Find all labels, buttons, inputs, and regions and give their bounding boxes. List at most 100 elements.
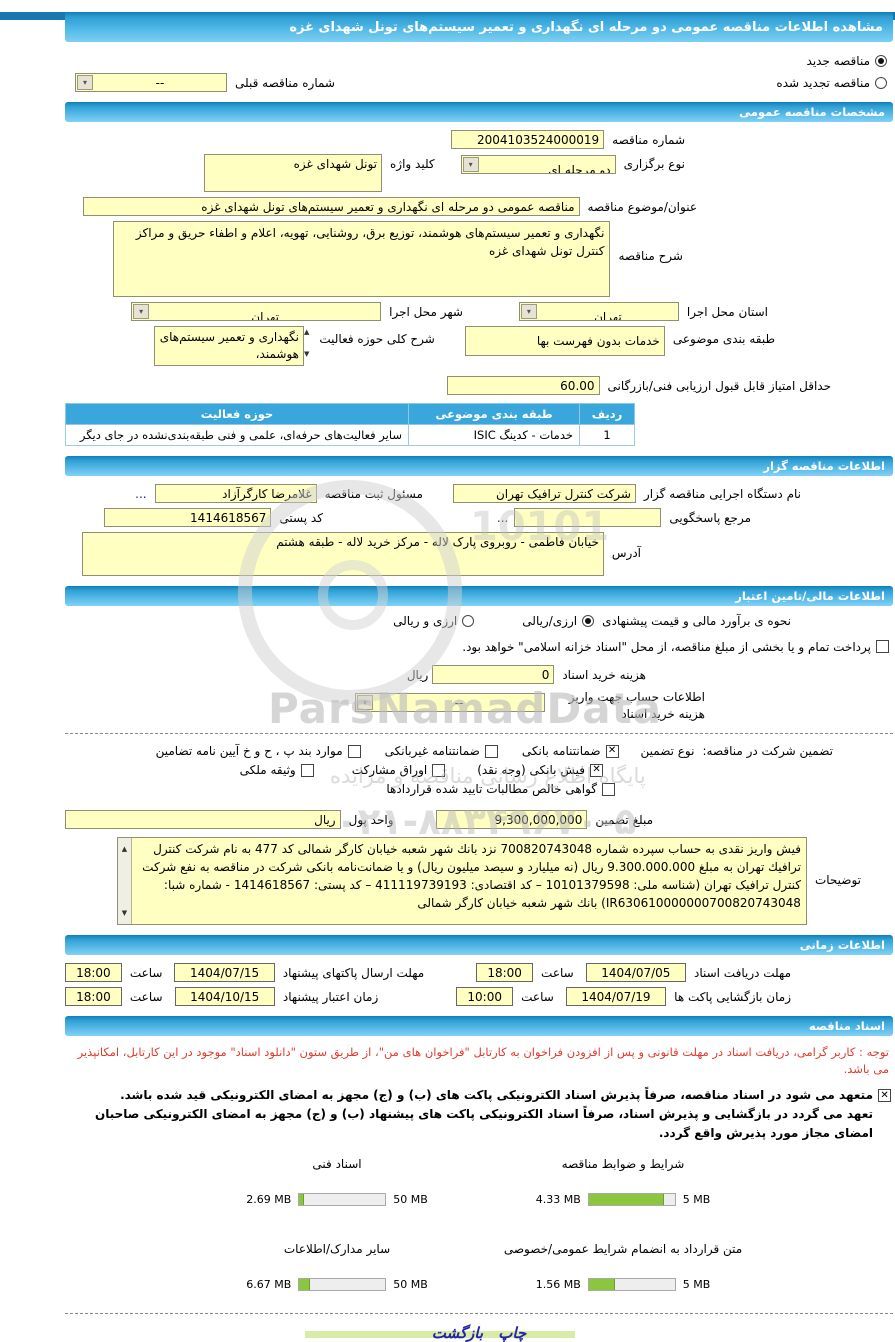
min-score-field[interactable]: 60.00 xyxy=(446,376,600,395)
bank-guarantee-checkbox[interactable] xyxy=(605,744,619,758)
tender-title-field[interactable]: مناقصه عمومی دو مرحله ای نگهداری و تعمیر… xyxy=(82,197,580,216)
net-claims-certificate-label: گواهی خالص مطالبات تایید شده قراردادها xyxy=(386,782,597,796)
city-select[interactable]: تهران ▾ xyxy=(131,302,382,321)
document-receive-date-field[interactable]: 1404/07/05 xyxy=(585,963,686,982)
textarea-scrollbar[interactable]: ▲ ▼ xyxy=(117,838,132,924)
file-size: 4.33 MB xyxy=(535,1193,581,1206)
scroll-down-icon[interactable]: ▼ xyxy=(303,350,310,358)
file-item-contract: متن قرارداد به انضمام شرایط عمومی/خصوصی … xyxy=(493,1242,753,1291)
dropdown-arrow-icon[interactable]: ▾ xyxy=(133,304,150,319)
registrar-field[interactable]: غلامرضا کارگرآزاد xyxy=(154,484,317,503)
bank-receipt-checkbox[interactable] xyxy=(590,763,603,777)
holding-type-select[interactable]: دو مرحله ای ▾ xyxy=(460,155,616,174)
file-size: 1.56 MB xyxy=(535,1278,581,1291)
documents-download-note: توجه : کاربر گرامی، دریافت اسناد در مهلت… xyxy=(77,1045,889,1076)
deposit-account-label: اطلاعات حساب جهت واریز هزینه خرید اسناد xyxy=(568,690,705,721)
dropdown-arrow-icon[interactable]: ▾ xyxy=(77,75,93,90)
listbox-scroll-arrows[interactable]: ▲ ▼ xyxy=(304,326,309,360)
response-reference-field[interactable] xyxy=(514,508,662,527)
treasury-documents-note: پرداخت تمام و یا بخشی از مبلغ مناقصه، از… xyxy=(462,640,871,654)
treasury-documents-checkbox[interactable] xyxy=(876,640,889,653)
participation-bonds-label: اوراق مشارکت xyxy=(351,763,428,777)
proposal-submit-deadline-label: مهلت ارسال پاکتهای پیشنهاد xyxy=(282,965,425,980)
previous-tender-number-select[interactable]: -- ▾ xyxy=(75,73,227,92)
address-field[interactable]: خیابان فاطمی - روبروی پارک لاله - مرکز خ… xyxy=(81,532,604,576)
scroll-up-icon[interactable]: ▲ xyxy=(303,328,310,336)
hour-label: ساعت xyxy=(129,989,163,1004)
response-reference-more[interactable]: ... xyxy=(496,510,509,525)
holding-type-label: نوع برگزاری xyxy=(623,157,685,171)
subject-category-field[interactable]: خدمات بدون فهرست بها xyxy=(464,326,665,356)
file-item-technical: اسناد فنی 2.69 MB 50 MB xyxy=(207,1157,467,1206)
nonbank-guarantee-checkbox[interactable] xyxy=(484,744,498,758)
renewed-tender-radio[interactable] xyxy=(875,76,887,89)
deposit-account-select[interactable]: -- ▾ xyxy=(355,693,545,712)
table-header-row: ردیف طبقه بندی موضوعی حوزه فعالیت xyxy=(65,403,635,425)
keyword-field[interactable]: تونل شهدای غزه xyxy=(204,154,383,192)
tender-number-label: شماره مناقصه xyxy=(612,132,685,147)
envelope-opening-time-field[interactable]: 10:00 xyxy=(456,987,514,1006)
notes-textarea[interactable]: فیش واریز نقدی به حساب سپرده شماره 70082… xyxy=(116,837,807,925)
file-progress-bar xyxy=(587,1278,676,1291)
scroll-up-icon[interactable]: ▲ xyxy=(121,845,128,853)
bank-receipt-label: فیش بانکی (وجه نقد) xyxy=(477,763,585,777)
file-size: 6.67 MB xyxy=(246,1278,292,1291)
property-collateral-checkbox[interactable] xyxy=(300,763,314,777)
hour-label: ساعت xyxy=(521,989,554,1004)
dropdown-arrow-icon[interactable]: ▾ xyxy=(462,157,479,172)
agency-name-field[interactable]: شرکت کنترل ترافیک تهران xyxy=(452,484,636,503)
commitment-line-2: تعهد می گردد در بازگشایی و پذیرش اسناد، … xyxy=(94,1107,873,1140)
nonbank-guarantee-label: ضمانتنامه غیربانکی xyxy=(384,744,480,758)
postal-code-field[interactable]: 1414618567 xyxy=(104,508,272,527)
agency-name-label: نام دستگاه اجرایی مناقصه گزار xyxy=(643,486,801,501)
section-header-times: اطلاعات زمانی xyxy=(65,935,893,955)
table-row: 1 خدمات - کدینگ ISIC سایر فعالیت‌های حرف… xyxy=(65,424,635,446)
currency-rial-radio[interactable] xyxy=(582,615,595,627)
net-claims-certificate-checkbox[interactable] xyxy=(602,782,615,796)
currency-unit-label: واحد پول xyxy=(348,812,394,827)
bylaw-items-label: موارد بند پ ، ح و خ آیین نامه تضامین xyxy=(155,744,343,758)
tender-title-label: عنوان/موضوع مناقصه xyxy=(587,199,697,214)
guarantee-amount-field[interactable]: 9,300,000,000 xyxy=(435,810,588,829)
file-max-size: 5 MB xyxy=(682,1193,711,1206)
section-header-general: مشخصات مناقصه عمومی xyxy=(65,102,893,122)
scroll-down-icon[interactable]: ▼ xyxy=(121,909,128,917)
min-score-label: حداقل امتیاز قابل قبول ارزیابی فنی/بازرگ… xyxy=(607,378,831,393)
proposal-submit-time-field[interactable]: 18:00 xyxy=(65,963,122,982)
proposal-submit-date-field[interactable]: 1404/07/15 xyxy=(174,963,275,982)
guarantee-type-label: نوع تضمین xyxy=(640,744,695,758)
currency-rial-label: ارزی/ریالی xyxy=(522,614,578,628)
file-label: سایر مدارک/اطلاعات xyxy=(283,1242,391,1256)
electronic-signature-commitment-checkbox[interactable] xyxy=(878,1089,891,1102)
province-select[interactable]: تهران ▾ xyxy=(518,302,679,321)
renewed-tender-label: مناقصه تجدید شده xyxy=(776,75,870,90)
proposal-validity-time-field[interactable]: 18:00 xyxy=(65,987,122,1006)
estimate-method-label: نحوه ی برآورد مالی و قیمت پیشنهادی xyxy=(602,614,791,628)
file-progress-bar xyxy=(298,1193,387,1206)
hour-label: ساعت xyxy=(129,965,163,980)
bylaw-items-checkbox[interactable] xyxy=(347,744,361,758)
category-table: ردیف طبقه بندی موضوعی حوزه فعالیت 1 خدما… xyxy=(65,403,635,446)
page-title: مشاهده اطلاعات مناقصه عمومی دو مرحله ای … xyxy=(65,12,893,42)
print-link[interactable]: چاپ xyxy=(498,1324,527,1342)
envelope-opening-time-label: زمان بازگشایی پاکت ها xyxy=(674,989,791,1004)
back-link[interactable]: بازگشت xyxy=(431,1324,484,1342)
registrar-lookup-link[interactable]: ... xyxy=(135,486,147,501)
currency-unit-field[interactable]: ریال xyxy=(65,810,341,829)
guarantee-amount-label: مبلغ تضمین xyxy=(595,812,653,827)
currency-both-label: ارزی و ریالی xyxy=(393,614,458,628)
new-tender-radio[interactable] xyxy=(875,55,887,67)
proposal-validity-date-field[interactable]: 1404/10/15 xyxy=(174,987,275,1006)
dropdown-arrow-icon[interactable]: ▾ xyxy=(357,695,373,710)
dropdown-arrow-icon[interactable]: ▾ xyxy=(520,304,537,319)
tender-description-textarea[interactable]: نگهداری و تعمیر سیستم‌های هوشمند، توزیع … xyxy=(113,221,611,297)
response-reference-label: مرجع پاسخگویی xyxy=(669,510,751,525)
activity-scope-listbox[interactable]: نگهداری و تعمیر سیستم‌های هوشمند، xyxy=(153,326,304,366)
participation-bonds-checkbox[interactable] xyxy=(432,763,446,777)
currency-both-radio[interactable] xyxy=(462,615,475,627)
envelope-opening-date-field[interactable]: 1404/07/19 xyxy=(565,987,667,1006)
document-fee-field[interactable]: 0 xyxy=(432,665,555,684)
document-receive-time-field[interactable]: 18:00 xyxy=(476,963,534,982)
column-header-category: طبقه بندی موضوعی xyxy=(408,403,580,425)
tender-number-field[interactable]: 2004103524000019 xyxy=(451,130,605,149)
